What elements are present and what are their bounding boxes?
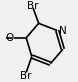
Text: Br: Br — [27, 1, 39, 11]
Text: Br: Br — [21, 71, 32, 81]
Text: O: O — [6, 33, 14, 43]
Text: N: N — [59, 26, 67, 36]
